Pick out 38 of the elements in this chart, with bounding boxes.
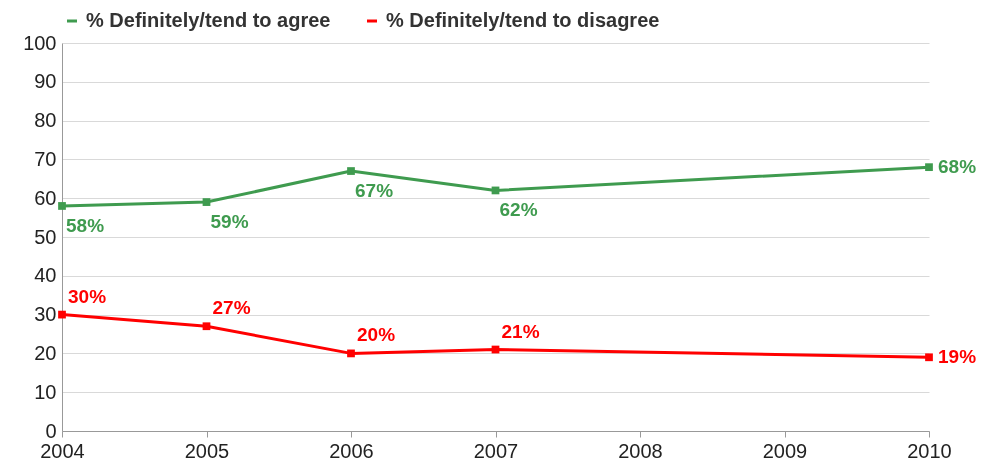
x-tick-label: 2008 (618, 439, 663, 462)
point (202, 322, 211, 331)
x-tick-label: 2009 (762, 439, 808, 462)
point (925, 163, 933, 172)
y-tick-label: 0 (45, 419, 57, 442)
y-tick-label: 60 (34, 186, 57, 209)
data-label: 59% (210, 211, 249, 233)
x-tick-label: 2006 (329, 439, 374, 462)
point (347, 167, 355, 175)
data-label: 62% (499, 199, 538, 221)
point (347, 349, 355, 358)
data-label: 19% (938, 346, 977, 368)
data-label: 30% (68, 285, 107, 307)
point (925, 353, 933, 362)
y-tick-label: 70 (34, 147, 57, 170)
y-tick-label: 20 (34, 341, 57, 364)
x-tick-label: 2010 (907, 439, 952, 462)
legend-label: % Definitely/tend to agree (86, 9, 331, 31)
x-tick-label: 2005 (184, 439, 230, 462)
y-tick-label: 40 (34, 264, 57, 287)
legend-label: % Definitely/tend to disagree (386, 9, 660, 31)
y-tick-label: 50 (34, 225, 57, 248)
x-tick-label: 2004 (40, 439, 85, 462)
x-tick-label: 2007 (473, 439, 519, 462)
point (202, 198, 211, 206)
y-tick-label: 90 (34, 70, 57, 93)
y-tick-label: 10 (34, 380, 57, 403)
data-label: 20% (357, 324, 396, 346)
data-label: 68% (938, 156, 977, 178)
y-tick-label: 80 (34, 109, 57, 132)
point (58, 202, 66, 210)
data-label: 21% (501, 320, 540, 342)
point (58, 310, 66, 319)
data-label: 27% (212, 297, 251, 319)
data-label: 58% (66, 214, 105, 236)
y-tick-label: 30 (34, 303, 57, 326)
y-tick-label: 100 (23, 31, 57, 54)
data-label: 67% (355, 180, 394, 202)
